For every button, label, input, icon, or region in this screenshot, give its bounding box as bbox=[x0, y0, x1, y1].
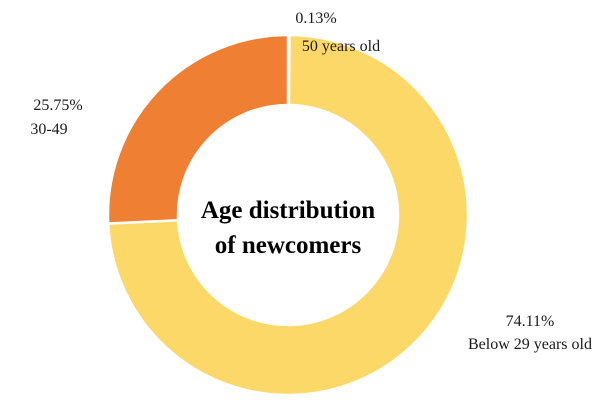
chart-title-line-1: Age distribution bbox=[201, 197, 375, 224]
donut-slice-30-49 bbox=[106, 33, 290, 225]
slice-category-label-below-29: Below 29 years old bbox=[468, 336, 592, 353]
slice-category-label-30-49: 30-49 bbox=[30, 121, 67, 138]
donut-slice-below-29-years-old bbox=[106, 33, 470, 397]
donut-slices bbox=[106, 33, 470, 397]
slice-value-label-below-29: 74.11% bbox=[506, 313, 555, 330]
chart-title-line-2: of newcomers bbox=[215, 232, 362, 259]
slice-value-label-30-49: 25.75% bbox=[33, 97, 82, 114]
slice-value-label-50-years: 0.13% bbox=[295, 10, 336, 27]
slice-category-label-50-years: 50 years old bbox=[302, 38, 380, 55]
